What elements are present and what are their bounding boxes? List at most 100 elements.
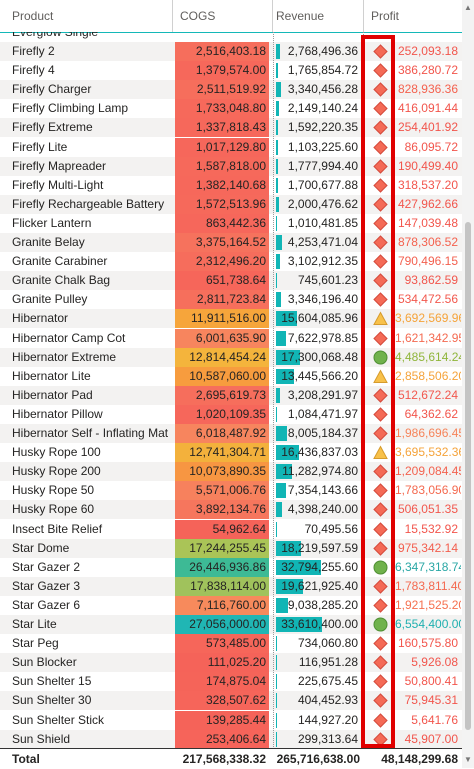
green-circle-icon [373,350,388,365]
table-row[interactable]: Flicker Lantern 863,442.36 1,010,481.85 147… [0,213,462,233]
product-name: Sun Shelter 30 [12,693,92,708]
red-diamond-icon [373,158,388,174]
cogs-value: 5,571,006.76 [195,483,266,498]
table-row-partial[interactable]: Everglow Single [0,32,462,42]
table-row[interactable]: Star Gazer 3 17,838,114.00 19,621,925.40 1,… [0,576,462,596]
table-row[interactable]: Firefly Mapreader 1,587,818.00 1,777,994.4… [0,156,462,176]
table-row[interactable]: Hibernator Self - Inflating Mat 6,018,487… [0,424,462,443]
column-divider[interactable] [363,0,364,32]
column-header-product[interactable]: Product [12,9,54,23]
profit-value: 64,362.62 [404,406,458,421]
revenue-cell: 734,060.80 [276,634,360,653]
scroll-down-arrow-icon[interactable]: ▼ [464,755,472,764]
product-name: Hibernator Extreme [12,349,117,364]
product-name: Star Dome [12,540,70,555]
revenue-data-bar [276,44,280,59]
column-header-cogs[interactable]: COGS [180,9,216,23]
table-row[interactable]: Firefly Extreme 1,337,818.43 1,592,220.35 2… [0,118,462,138]
table-row[interactable]: Firefly Charger 2,511,519.92 3,340,456.28 8… [0,80,462,100]
table-row[interactable]: Hibernator Lite 10,587,060.00 13,445,566.2… [0,366,462,386]
red-diamond-icon [373,598,388,613]
revenue-cell: 19,621,925.40 [276,577,360,596]
cogs-value: 7,116,760.00 [196,597,266,612]
table-row[interactable]: Husky Rope 200 10,073,890.35 11,282,974.80… [0,462,462,482]
revenue-value: 1,103,225.60 [287,139,358,154]
table-row[interactable]: Sun Shelter 30 328,507.62 404,452.93 75,945… [0,691,462,711]
cogs-cell: 1,572,513.96 [175,194,269,214]
revenue-data-bar [276,158,278,174]
table-row[interactable]: Hibernator Camp Cot 6,001,635.90 7,622,978… [0,328,462,348]
revenue-cell: 2,000,476.62 [276,195,360,214]
table-row[interactable]: Star Lite 27,056,000.00 33,610,400.00 6,554… [0,615,462,634]
table-row[interactable]: Husky Rope 60 3,892,134.76 4,398,240.00 506… [0,500,462,520]
cogs-value: 253,406.64 [205,731,266,746]
revenue-value: 8,005,184.37 [287,426,358,440]
product-name: Husky Rope 50 [12,483,95,498]
red-diamond-icon [373,120,388,136]
product-name: Sun Shelter Stick [12,712,105,727]
revenue-cell: 4,398,240.00 [276,500,360,519]
revenue-value: 225,675.45 [297,674,358,689]
table-row[interactable]: Hibernator Pillow 1,020,109.35 1,084,471.9… [0,404,462,424]
column-divider[interactable] [272,0,273,32]
cogs-cell: 2,312,496.20 [175,252,269,272]
table-row[interactable]: Granite Belay 3,375,164.52 4,253,471.04 878… [0,233,462,252]
profit-value: 1,621,342.95 [395,330,461,345]
product-name: Hibernator [12,311,69,326]
product-name: Star Gazer 6 [12,597,81,612]
red-diamond-icon [373,197,388,212]
kpi-icon-cell [366,367,390,386]
cogs-cell: 2,695,619.73 [175,385,269,405]
table-row[interactable]: Star Dome 17,244,255.45 18,219,597.59 975,3… [0,538,462,558]
revenue-cell: 2,149,140.24 [276,99,360,118]
scrollbar-thumb[interactable] [465,222,471,730]
table-row[interactable]: Firefly Climbing Lamp 1,733,048.80 2,149,1… [0,99,462,119]
revenue-cell: 17,300,068.48 [276,348,360,367]
product-name: Firefly Charger [12,82,92,97]
table-row[interactable]: Star Gazer 6 7,116,760.00 9,038,285.20 1,92… [0,595,462,615]
profit-value: 318,537.20 [397,177,458,192]
table-row[interactable]: Granite Pulley 2,811,723.84 3,346,196.40 53… [0,290,462,310]
table-row[interactable]: Husky Rope 50 5,571,006.76 7,354,143.66 1,7… [0,481,462,501]
product-name: Husky Rope 60 [12,502,95,517]
table-row[interactable]: Hibernator Pad 2,695,619.73 3,208,291.97 51… [0,385,462,405]
revenue-value: 16,436,837.03 [281,445,358,460]
revenue-cell: 404,452.93 [276,691,360,710]
cogs-value: 174,875.04 [205,674,266,689]
table-row[interactable]: Hibernator 11,911,516.00 15,604,085.96 3,69… [0,309,462,329]
table-row[interactable]: Firefly Lite 1,017,129.80 1,103,225.60 86,0… [0,137,462,157]
scroll-up-arrow-icon[interactable]: ▲ [464,3,472,12]
kpi-icon-cell [366,271,390,290]
cogs-cell: 27,056,000.00 [175,615,269,634]
kpi-icon-cell [366,99,390,118]
table-row[interactable]: Granite Chalk Bag 651,738.64 745,601.23 93,… [0,271,462,291]
profit-value: 2,858,506.20 [395,368,461,383]
table-body[interactable]: Everglow Single Firefly 2 2,516,403.18 2,7… [0,32,462,748]
table-row[interactable]: Husky Rope 100 12,741,304.71 16,436,837.03… [0,443,462,463]
revenue-value: 404,452.93 [297,693,358,708]
table-row[interactable]: Star Peg 573,485.00 734,060.80 160,575.80 [0,634,462,654]
product-name: Flicker Lantern [12,215,92,230]
table-row[interactable]: Firefly Multi-Light 1,382,140.68 1,700,677… [0,175,462,195]
table-row[interactable]: Sun Blocker 111,025.20 116,951.28 5,926.08 [0,653,462,673]
table-row[interactable]: Sun Shelter 15 174,875.04 225,675.45 50,800… [0,672,462,692]
revenue-cell: 33,610,400.00 [276,615,360,634]
kpi-icon-cell [366,118,390,137]
revenue-cell: 7,622,978.85 [276,329,360,348]
cogs-cell: 253,406.64 [175,729,269,748]
revenue-value: 734,060.80 [297,636,358,651]
table-row[interactable]: Sun Shelter Stick 139,285.44 144,927.20 5,6… [0,710,462,730]
table-row[interactable]: Star Gazer 2 26,446,936.86 32,794,255.60 6,… [0,557,462,577]
table-row[interactable]: Granite Carabiner 2,312,496.20 3,102,912.3… [0,252,462,272]
table-row[interactable]: Firefly 4 1,379,574.00 1,765,854.72 386,280… [0,61,462,81]
profit-value: 252,093.18 [397,44,458,58]
column-divider[interactable] [172,0,173,32]
table-row[interactable]: Insect Bite Relief 54,962.64 70,495.56 15,5… [0,519,462,539]
cogs-value: 1,337,818.43 [195,120,266,135]
table-row[interactable]: Firefly Rechargeable Battery 1,572,513.96… [0,194,462,214]
table-row[interactable]: Firefly 2 2,516,403.18 2,768,496.36 252,093… [0,42,462,61]
table-row[interactable]: Hibernator Extreme 12,814,454.24 17,300,06… [0,347,462,367]
table-row[interactable]: Sun Shield 253,406.64 299,313.64 45,907.00 [0,729,462,748]
column-header-profit[interactable]: Profit [371,9,400,23]
column-header-revenue[interactable]: Revenue [276,9,325,23]
